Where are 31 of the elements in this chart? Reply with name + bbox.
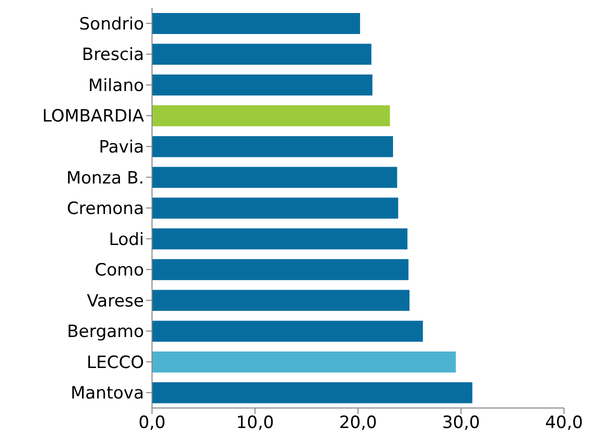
x-tick-label: 40,0	[545, 413, 583, 434]
y-tick-label: Lodi	[108, 230, 144, 250]
bar	[152, 166, 398, 188]
x-tick-label: 10,0	[236, 413, 274, 434]
y-tick-label: Milano	[88, 76, 144, 96]
y-tick-label: Cremona	[66, 199, 144, 220]
bar	[152, 105, 390, 126]
bar	[152, 74, 372, 96]
y-tick-label: Bergamo	[67, 322, 144, 342]
y-tick-label: Como	[94, 260, 144, 281]
bar	[152, 228, 408, 250]
bar	[152, 136, 394, 158]
bar	[152, 290, 410, 311]
y-tick-label: LOMBARDIA	[42, 106, 144, 127]
bar	[152, 44, 372, 65]
bar	[152, 198, 398, 219]
x-tick-label: 30,0	[442, 413, 480, 434]
y-tick-label: Mantova	[70, 384, 144, 404]
bar	[152, 13, 360, 34]
bar	[152, 351, 456, 372]
y-tick-label: Varese	[86, 291, 144, 312]
x-tick-label: 20,0	[339, 413, 377, 434]
x-tick-label: 0,0	[138, 413, 166, 434]
bar	[152, 382, 472, 404]
bar	[152, 320, 423, 342]
y-tick-label: LECCO	[86, 352, 144, 373]
y-tick-label: Sondrio	[79, 14, 144, 34]
bar	[152, 259, 408, 280]
y-tick-label: Brescia	[82, 45, 144, 66]
y-tick-label: Monza B.	[66, 168, 144, 188]
y-tick-label: Pavia	[98, 137, 144, 158]
